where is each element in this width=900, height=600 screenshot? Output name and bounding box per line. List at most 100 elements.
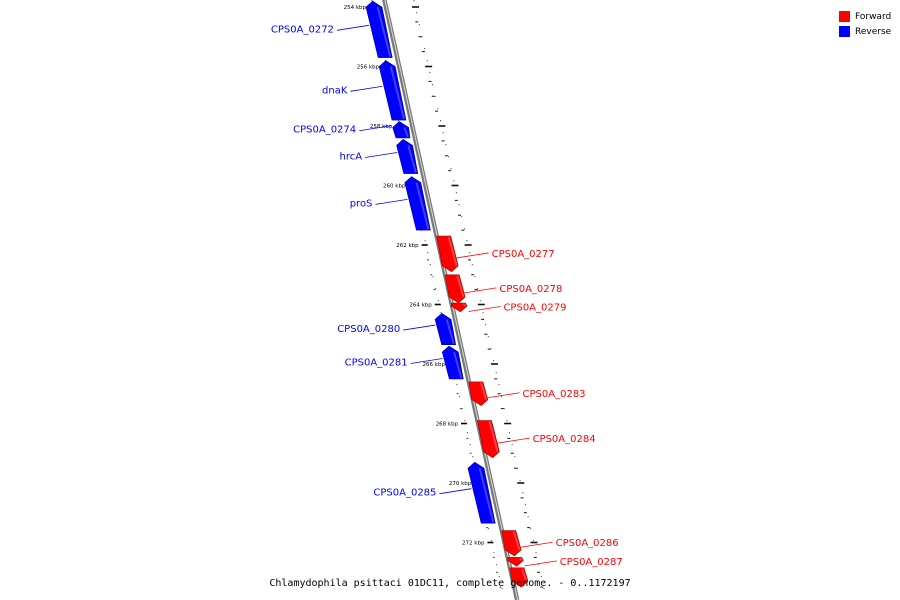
guide-dot (435, 288, 437, 290)
guide-dot (524, 504, 526, 506)
gene-CPS0A_0284: CPS0A_0284 (477, 420, 596, 459)
tick-label: 254 kbp (344, 5, 367, 11)
guide-dot (418, 24, 420, 26)
guide-dot (495, 372, 497, 374)
tick-label: 264 kbp (409, 303, 432, 309)
guide-dot (496, 564, 498, 566)
guide-dot (485, 324, 487, 326)
guide-dot (493, 360, 495, 362)
gene-label: CPS0A_0286 (556, 538, 619, 549)
legend-label-forward: Forward (855, 11, 892, 22)
guide-dot (527, 516, 529, 518)
guide-dot (434, 96, 436, 98)
guide-dot (498, 576, 500, 578)
guide-dot (482, 312, 484, 314)
tick-label: 270 kbp (449, 481, 472, 487)
guide-dot (445, 144, 447, 146)
guide-dot (461, 408, 463, 410)
tick-label: 260 kbp (383, 184, 406, 190)
guide-dot (538, 564, 540, 566)
guide-dot (509, 432, 510, 434)
guide-dot (543, 588, 545, 590)
gene-arrow (404, 176, 431, 231)
gene-label: dnaK (322, 85, 348, 96)
guide-dot (432, 276, 434, 278)
gene-leader (464, 287, 497, 294)
guide-dot (511, 444, 513, 446)
guide-dot (429, 264, 431, 266)
gene-leader (468, 306, 501, 312)
guide-dot (461, 216, 463, 218)
legend: Forward Reverse (839, 9, 891, 39)
gene-label: CPS0A_0287 (560, 557, 623, 568)
guide-dot (471, 264, 473, 266)
gene-shading (462, 303, 467, 307)
gene-arrow (468, 381, 489, 406)
guide-dot (501, 588, 503, 590)
gene-label: CPS0A_0274 (293, 125, 356, 136)
gene-leader (497, 437, 530, 444)
guide-dot (384, 60, 386, 62)
gene-leader (359, 125, 392, 132)
gene-CPS0A_0286: CPS0A_0286 (501, 530, 619, 557)
gene-label: CPS0A_0272 (271, 24, 334, 35)
guide-dot (416, 12, 418, 14)
guide-dot (427, 252, 429, 254)
guide-dot (469, 444, 471, 446)
guide-dot (371, 0, 373, 2)
tick-label: 272 kbp (462, 541, 485, 547)
gene-arrow (507, 557, 524, 567)
guide-dot (488, 528, 490, 530)
guide-dot (522, 492, 524, 494)
guide-dot (493, 552, 495, 554)
guide-dot (432, 84, 433, 86)
guide-dot (490, 348, 492, 350)
legend-item-reverse: Reverse (839, 24, 891, 39)
guide-dot (437, 108, 439, 110)
guide-dot (448, 156, 449, 158)
gene-label: CPS0A_0285 (373, 488, 436, 499)
guide-dot (501, 396, 502, 398)
guide-dot (453, 180, 455, 182)
guide-dot (450, 168, 452, 170)
guide-dot (532, 540, 534, 542)
gene-shading (521, 568, 528, 582)
gene-shading (478, 467, 495, 523)
gene-label: CPS0A_0279 (503, 302, 566, 313)
guide-dot (519, 480, 521, 482)
guide-dot (464, 420, 466, 422)
gene-leader (375, 198, 408, 205)
gene-shading (453, 351, 463, 379)
guide-dot (463, 228, 465, 230)
gene-arrow (441, 345, 464, 380)
guide-dot (469, 252, 471, 254)
guide-dot (459, 396, 460, 398)
gene-shading (376, 6, 392, 57)
guide-dot (456, 384, 458, 386)
gene-arrow (501, 530, 522, 557)
gene-CPS0A_0281: CPS0A_0281 (345, 345, 464, 380)
guide-dot (477, 288, 479, 290)
reverse-swatch (839, 26, 850, 37)
gene-label: CPS0A_0284 (533, 434, 596, 445)
guide-dot (506, 420, 508, 422)
map-caption: Chlamydophila psittaci 01DC11, complete … (269, 578, 631, 589)
gene-CPS0A_0274: CPS0A_0274 (293, 121, 411, 139)
guide-dot (458, 204, 460, 206)
gene-arrow (467, 461, 496, 524)
gene-leader (487, 392, 520, 399)
guide-dot (429, 72, 431, 74)
backbone (382, 0, 520, 600)
tick-label: 268 kbp (436, 422, 459, 428)
gene-hrcA: hrcA (339, 139, 419, 174)
guide-dot (424, 48, 426, 50)
gene-CPS0A_0280: CPS0A_0280 (337, 313, 457, 346)
gene-leader (350, 85, 383, 92)
genes: CPS0A_0272 dnaK CPS0A_0274 hrcA proS CPS0A_02… (271, 0, 623, 588)
gene-proS: proS (350, 176, 431, 231)
guide-dot (490, 540, 492, 542)
gene-leader (403, 324, 436, 331)
guide-dot (487, 336, 489, 338)
guide-dot (413, 0, 415, 2)
gene-label: CPS0A_0280 (337, 324, 400, 335)
